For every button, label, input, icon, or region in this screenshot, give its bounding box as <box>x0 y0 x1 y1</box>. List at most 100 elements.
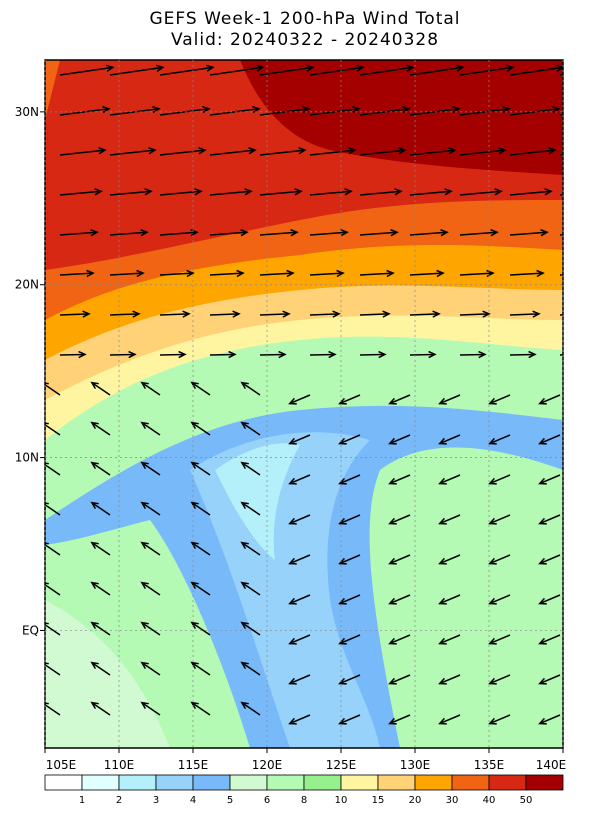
wind-arrow <box>190 621 211 636</box>
shade <box>240 60 563 175</box>
lon-label: 140E <box>536 758 567 772</box>
wind-arrow <box>438 594 461 605</box>
wind-arrow <box>459 310 491 318</box>
wind-arrow <box>538 634 561 645</box>
wind-arrow <box>409 310 441 318</box>
wind-arrow <box>240 581 261 596</box>
wind-arrow <box>338 474 361 485</box>
wind-arrow <box>559 73 563 76</box>
lon-label: 125E <box>326 758 357 772</box>
lat-label: 20N <box>15 278 39 292</box>
wind-arrow <box>109 229 149 237</box>
wind-arrow <box>140 701 161 716</box>
wind-arrow <box>438 434 461 445</box>
colorbar-label: 10 <box>335 795 348 806</box>
wind-arrow <box>538 434 561 445</box>
wind-arrow <box>388 714 411 725</box>
wind-arrow <box>159 350 187 359</box>
wind-arrow <box>190 461 211 476</box>
wind-arrow <box>359 147 407 156</box>
wind-arrow <box>90 501 111 516</box>
wind-arrow <box>109 105 161 116</box>
wind-arrow <box>240 541 261 556</box>
lon-label: 135E <box>474 758 505 772</box>
wind-arrow <box>45 502 61 516</box>
wind-arrow <box>209 229 249 237</box>
wind-arrow <box>90 621 111 636</box>
wind-arrow <box>288 434 311 445</box>
wind-arrow <box>190 541 211 556</box>
colorbar-box <box>525 774 564 791</box>
wind-arrow <box>45 582 61 596</box>
colorbar-box <box>488 774 527 791</box>
colorbar-label: 4 <box>190 795 196 806</box>
colorbar-box <box>229 774 268 791</box>
colorbar-box <box>340 774 379 791</box>
wind-arrow <box>59 188 103 196</box>
wind-arrow <box>109 350 137 359</box>
wind-arrow <box>309 64 365 76</box>
colorbar-box <box>303 774 342 791</box>
wind-arrow <box>338 394 361 405</box>
colorbar-label: 3 <box>153 795 159 806</box>
wind-arrow <box>259 310 291 318</box>
wind-arrow <box>309 147 357 156</box>
wind-arrow <box>438 394 461 405</box>
wind-arrow <box>309 310 341 318</box>
wind-arrow <box>559 274 563 276</box>
wind-arrow <box>159 105 211 116</box>
lat-label: 30N <box>15 105 39 119</box>
lat-label: EQ <box>22 623 39 637</box>
wind-arrow <box>309 350 337 359</box>
wind-arrow <box>388 554 411 565</box>
wind-arrow <box>240 701 261 716</box>
wind-arrow <box>538 394 561 405</box>
wind-arrow <box>288 714 311 725</box>
wind-arrow <box>509 188 553 196</box>
wind-arrow <box>488 394 511 405</box>
wind-arrow <box>409 188 453 196</box>
wind-arrow <box>159 147 207 156</box>
wind-arrow <box>90 381 111 396</box>
title: GEFS Week-1 200-hPa Wind Total <box>149 9 460 29</box>
wind-arrow <box>438 554 461 565</box>
wind-arrow <box>459 229 499 237</box>
colorbar-label: 5 <box>227 795 233 806</box>
wind-arrow <box>409 229 449 237</box>
wind-arrow <box>509 350 537 359</box>
wind-arrow <box>459 147 507 156</box>
colorbar-box <box>44 774 83 791</box>
wind-arrow <box>538 514 561 525</box>
wind-arrow <box>488 594 511 605</box>
wind-arrow <box>509 105 561 116</box>
wind-arrow <box>338 714 361 725</box>
wind-arrow <box>359 64 415 76</box>
wind-arrow <box>140 581 161 596</box>
wind-arrow <box>488 474 511 485</box>
wind-arrow <box>59 310 91 318</box>
wind-arrow <box>438 634 461 645</box>
colorbar-box <box>266 774 305 791</box>
wind-arrow <box>359 229 399 237</box>
lon-label: 120E <box>252 758 283 772</box>
wind-arrow <box>359 350 387 359</box>
wind-arrow <box>288 594 311 605</box>
wind-arrow <box>190 381 211 396</box>
wind-arrow <box>338 514 361 525</box>
lon-label: 105E <box>46 758 77 772</box>
wind-arrow <box>509 147 557 156</box>
wind-arrow <box>359 105 411 116</box>
wind-arrow <box>509 269 545 278</box>
wind-arrow <box>488 674 511 685</box>
wind-arrow <box>488 554 511 565</box>
wind-arrow <box>190 581 211 596</box>
wind-vectors <box>45 64 563 725</box>
wind-arrow <box>359 188 403 196</box>
wind-arrow <box>90 461 111 476</box>
wind-arrow <box>140 541 161 556</box>
wind-arrow <box>359 310 391 318</box>
wind-field <box>45 60 563 748</box>
wind-arrow <box>259 229 299 237</box>
map-frame <box>44 59 564 749</box>
